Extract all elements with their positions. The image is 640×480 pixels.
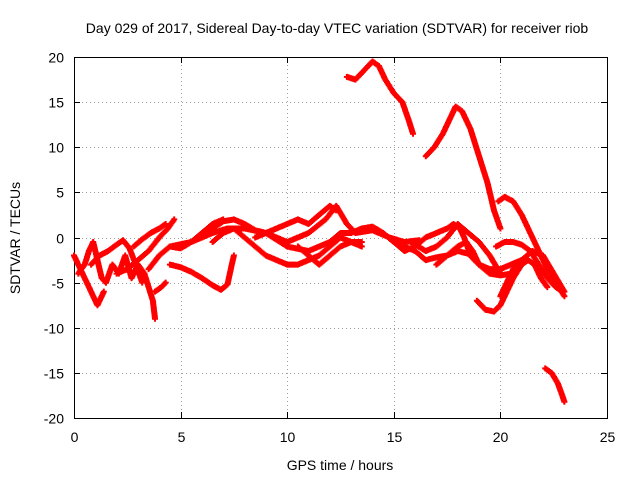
x-tick-label: 15	[387, 429, 403, 445]
series-arc-15	[294, 239, 365, 268]
series-arc-23	[493, 239, 566, 295]
y-tick-label: 20	[48, 50, 64, 66]
series-arc-7	[141, 270, 158, 322]
y-tick-label: 15	[48, 95, 64, 111]
data-point-marker	[162, 221, 169, 227]
data-point-marker	[100, 288, 107, 295]
data-point-marker	[559, 288, 566, 295]
y-tick-label: -20	[44, 411, 64, 427]
y-tick-label: 5	[56, 185, 64, 201]
data-point-marker	[518, 257, 525, 264]
x-tick-label: 25	[600, 429, 616, 445]
y-tick-label: 10	[48, 140, 64, 156]
y-tick-label: -10	[44, 321, 64, 337]
series-arc-12	[198, 202, 340, 241]
x-tick-label: 5	[178, 429, 186, 445]
data-points	[71, 58, 568, 405]
chart-title: Day 029 of 2017, Sidereal Day-to-day VTE…	[86, 20, 589, 36]
data-point-marker	[497, 270, 504, 277]
series-arc-1	[71, 252, 107, 309]
series-arc-19	[433, 239, 483, 268]
data-point-marker	[171, 216, 178, 223]
series-arc-26	[542, 365, 568, 405]
y-axis-label: SDTVAR / TECUs	[7, 182, 23, 294]
series-arc-8	[152, 279, 169, 295]
series-arc-20	[343, 58, 416, 137]
x-axis-label: GPS time / hours	[287, 457, 394, 473]
data-point-marker	[476, 261, 483, 268]
data-point-marker	[544, 284, 551, 291]
y-tick-label: -5	[52, 276, 65, 292]
y-tick-label: -15	[44, 366, 64, 382]
data-point-marker	[561, 293, 568, 300]
x-tick-label: 20	[493, 429, 509, 445]
series-arc-21	[422, 103, 504, 232]
data-point-marker	[410, 130, 416, 137]
data-point-marker	[152, 315, 158, 322]
data-point-marker	[162, 279, 169, 286]
axis-ticks: 0 5 10 15 20 25 -20 -15 -10 -5 0 5 10 15 20	[44, 50, 616, 446]
y-tick-label: 0	[56, 231, 64, 247]
series-arc-18	[407, 221, 504, 277]
series-arc-24	[473, 257, 551, 315]
data-point-marker	[497, 225, 504, 232]
series-arc-5	[113, 216, 178, 277]
series-arc-25	[497, 257, 525, 300]
series-arc-10	[166, 252, 237, 293]
series-arc-6	[130, 221, 169, 250]
data-point-marker	[230, 252, 237, 259]
data-point-marker	[358, 239, 365, 245]
data-point-marker	[561, 398, 568, 405]
x-tick-label: 0	[71, 429, 79, 445]
x-tick-label: 10	[280, 429, 296, 445]
